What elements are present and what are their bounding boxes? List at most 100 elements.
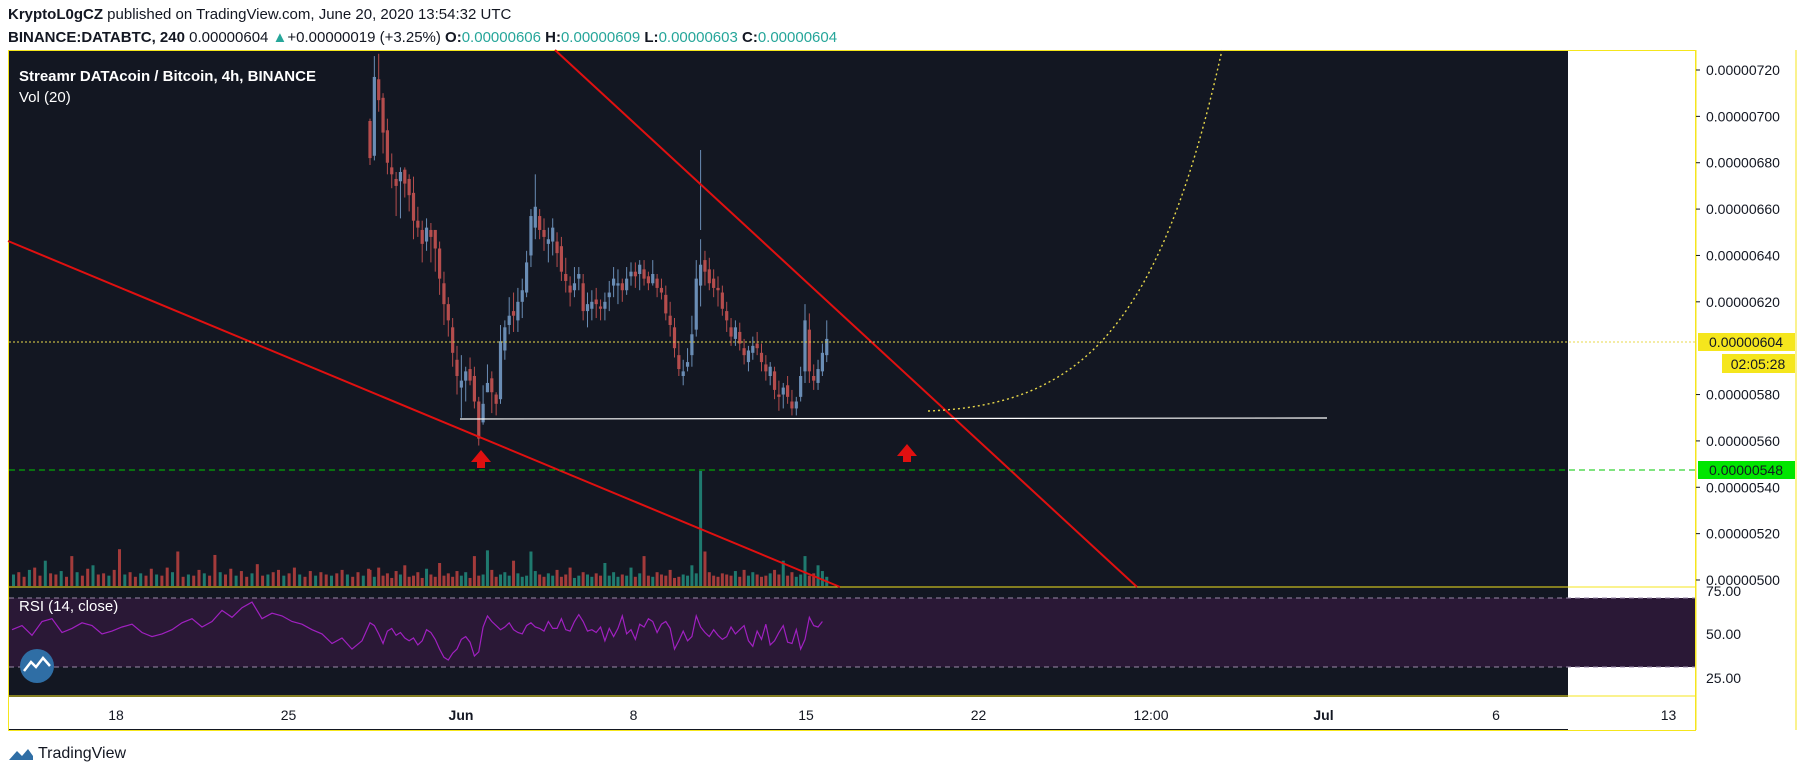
candle-body — [681, 371, 685, 376]
rsi-tick-label: 50.00 — [1706, 626, 1741, 642]
volume-bar — [390, 577, 394, 586]
volume-bar — [139, 573, 143, 586]
author-name[interactable]: KryptoL0gCZ — [8, 6, 103, 23]
volume-bar — [239, 571, 243, 586]
volume-bar — [507, 575, 511, 586]
volume-bar — [520, 576, 524, 586]
candle-body — [372, 76, 376, 156]
candle-body — [472, 376, 476, 402]
candle-body — [786, 385, 790, 397]
candle-body — [746, 350, 751, 363]
last-price-badge — [1698, 333, 1795, 351]
rsi-band — [9, 598, 1695, 667]
volume-bar — [192, 575, 196, 586]
volume-bar — [707, 572, 711, 586]
time-tick-label: 22 — [971, 707, 987, 723]
volume-bar — [799, 574, 803, 586]
candle-body — [429, 229, 433, 237]
volume-bar — [790, 572, 794, 586]
volume-bar — [594, 573, 598, 586]
volume-bar — [625, 575, 629, 586]
candle-body — [685, 362, 690, 367]
candle-body — [577, 274, 581, 279]
up-arrow-icon — [897, 444, 917, 462]
volume-bar — [118, 549, 121, 586]
candle-body — [794, 401, 798, 409]
time-tick-label: 12:00 — [1133, 707, 1168, 723]
volume-bar — [481, 574, 485, 586]
candle-body — [729, 327, 733, 337]
volume-bar — [803, 556, 807, 586]
volume-bar — [17, 572, 21, 586]
volume-bar — [377, 567, 381, 586]
chart-legend-title: Streamr DATAcoin / Bitcoin, 4h, BINANCE — [19, 68, 316, 85]
volume-bar — [786, 575, 790, 586]
volume-bar — [577, 575, 581, 586]
volume-bar — [607, 575, 611, 586]
candle-body — [520, 290, 524, 302]
candle-body — [712, 278, 716, 288]
candle-body — [594, 299, 598, 305]
candle-body — [385, 130, 389, 163]
volume-bar — [65, 576, 68, 586]
volume-bar — [171, 572, 174, 586]
volume-bar — [234, 575, 238, 586]
volume-bar — [367, 568, 371, 586]
volume-bar — [407, 576, 411, 586]
time-tick-label: 13 — [1661, 707, 1677, 723]
candle-body — [598, 306, 603, 309]
candle-body — [720, 292, 724, 309]
candle-body — [459, 380, 463, 388]
volume-bar — [229, 568, 233, 586]
candle-body — [403, 169, 407, 184]
volume-bar — [572, 577, 576, 586]
volume-bar — [70, 556, 74, 586]
rsi-line — [11, 601, 823, 661]
up-arrow-icon — [471, 450, 491, 468]
publish-line: KryptoL0gCZ published on TradingView.com… — [8, 6, 511, 23]
candle-body — [699, 264, 703, 286]
candle-body — [807, 329, 811, 372]
volume-bar — [812, 573, 816, 586]
candle-body — [529, 216, 533, 256]
volume-bar — [202, 573, 206, 586]
volume-bar — [546, 573, 550, 586]
volume-bar — [433, 576, 437, 586]
volume-bar — [314, 575, 318, 586]
volume-bar — [361, 575, 365, 586]
descending-trendline-lower — [7, 240, 841, 588]
volume-bar — [642, 556, 646, 586]
volume-bar — [144, 575, 148, 586]
volume-bar — [308, 571, 312, 586]
volume-bar — [516, 573, 520, 586]
candle-body — [490, 378, 494, 393]
open-value: 0.00000606 — [461, 29, 541, 46]
candle-body — [516, 301, 520, 321]
time-axis-bg — [9, 697, 1695, 729]
volume-bar — [638, 573, 642, 586]
candle-body — [759, 352, 764, 363]
candle-body — [668, 315, 672, 325]
time-tick-label: 18 — [108, 707, 124, 723]
volume-bar — [38, 575, 42, 586]
rsi-axis[interactable]: 75.00 50.00 25.00 — [1706, 583, 1741, 686]
candle-body — [820, 352, 824, 372]
volume-bar — [218, 572, 222, 586]
price-axis[interactable]: 0.00000720 0.00000700 0.00000680 0.00000660… — [1696, 62, 1780, 588]
volume-bar — [725, 574, 729, 586]
tradingview-logo-icon — [9, 749, 33, 760]
candle-body — [503, 327, 507, 351]
countdown-badge — [1722, 354, 1795, 373]
candle-body — [764, 364, 768, 372]
descending-trendline-upper — [554, 49, 1138, 588]
volume-bar — [512, 560, 516, 586]
volume-bar — [773, 569, 777, 586]
candle-body — [716, 287, 720, 291]
volume-bar — [603, 563, 607, 586]
volume-bar — [319, 572, 323, 586]
candle-body — [803, 320, 807, 372]
candle-body — [485, 382, 490, 393]
tradingview-brand[interactable]: TradingView — [8, 745, 126, 763]
